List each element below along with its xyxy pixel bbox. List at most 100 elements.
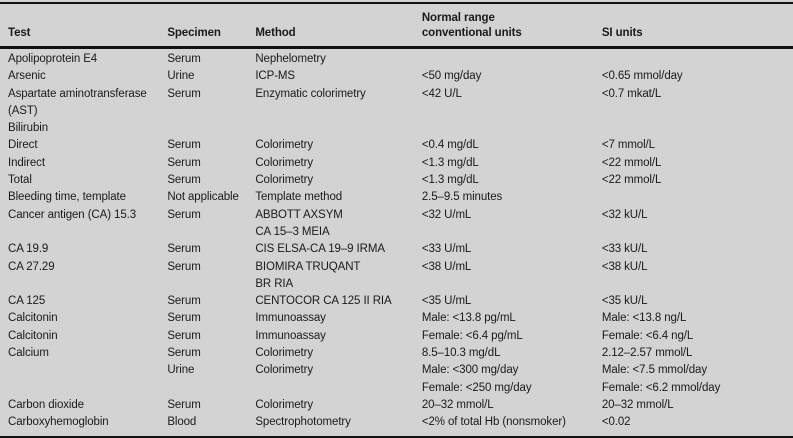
cell-conventional: <1.3 mg/dL [421, 156, 479, 169]
cell-method: BIOMIRA TRUQANT BR RIA [255, 260, 361, 290]
cell-specimen: Serum [167, 174, 201, 187]
cell-test: Cancer antigen (CA) 15.3 [8, 208, 137, 221]
column-header-method: Method [255, 3, 422, 49]
cell-si: <0.7 mkat/L [601, 87, 662, 100]
cell-test: Apolipoprotein E4 [8, 53, 98, 65]
cell-si: <0.02 [601, 416, 631, 429]
cell-si: <22 mmol/L [601, 156, 662, 169]
cell-test: Direct [8, 139, 38, 152]
cell-test: Calcitonin [8, 329, 58, 342]
cell-method: Colorimetry [255, 398, 314, 411]
cell-si: Male: <13.8 ng/L [601, 312, 687, 325]
cell-test: Bilirubin [8, 122, 49, 135]
cell-si [602, 120, 793, 137]
cell-method: Nephelometry [255, 53, 326, 65]
cell-specimen: Serum [167, 156, 201, 169]
table-row: Direct Serum Colorimetry <0.4 mg/dL <7 mmol/… [0, 137, 793, 154]
cell-specimen: Urine [167, 364, 195, 377]
cell-method: ICP-MS [255, 70, 295, 83]
cell-method: CIS ELSA-CA 19–9 IRMA [255, 243, 385, 256]
cell-conventional: <33 U/mL [421, 243, 472, 256]
cell-conventional: 8.5–10.3 mg/dL [421, 347, 501, 360]
cell-specimen: Serum [167, 295, 201, 308]
cell-method [255, 120, 422, 137]
cell-conventional: <32 U/mL [421, 208, 472, 221]
cell-conventional: <38 U/mL [421, 260, 472, 273]
cell-test: CA 27.29 [8, 260, 55, 273]
cell-conventional: 2.5–9.5 minutes [421, 191, 503, 204]
cell-conventional: <2% of total Hb (nonsmoker) [421, 416, 566, 429]
cell-conventional [422, 120, 602, 137]
cell-test: CA 125 [8, 295, 46, 308]
cell-specimen: Serum [167, 398, 201, 411]
cell-method: Spectrophotometry [255, 416, 351, 429]
table-row: Carbon dioxide Serum Colorimetry 20–32 mmol… [0, 397, 793, 414]
cell-specimen: Serum [167, 347, 201, 360]
cell-specimen: Serum [167, 208, 201, 221]
cell-conventional: 20–32 mmol/L [421, 398, 494, 411]
cell-test: Arsenic [8, 70, 46, 83]
cell-test: Calcium [8, 347, 49, 360]
cell-specimen: Serum [167, 139, 201, 152]
cell-specimen: Serum [167, 329, 201, 342]
cell-method: Colorimetry [255, 347, 314, 360]
cell-method: CENTOCOR CA 125 II RIA [255, 295, 392, 308]
cell-specimen: Serum [167, 87, 201, 100]
cell-method: Colorimetry [255, 174, 314, 187]
table-body: Apolipoprotein E4 Serum Nephelometry Arseni… [0, 48, 793, 437]
cell-si: <35 kU/L [601, 295, 648, 308]
cell-si: Female: <6.4 ng/L [601, 329, 694, 342]
cell-si: <7 mmol/L [601, 139, 655, 152]
cell-specimen: Serum [167, 260, 201, 273]
table-row: Bleeding time, template Not applicable Tem… [0, 189, 793, 206]
cell-si: <38 kU/L [601, 260, 648, 273]
table-row: Bilirubin [0, 120, 793, 137]
cell-si [602, 48, 793, 69]
cell-conventional: <1.3 mg/dL [421, 174, 479, 187]
table-row: Urine Colorimetry Male: <300 mg/day Female… [0, 362, 793, 397]
table-row: CA 27.29 Serum BIOMIRA TRUQANT BR RIA <38 U… [0, 259, 793, 294]
cell-method: Template method [255, 191, 343, 204]
cell-si: 20–32 mmol/L [601, 398, 674, 411]
cell-conventional: <50 mg/day [421, 70, 482, 83]
cell-method: Colorimetry [255, 139, 314, 152]
column-header-specimen: Specimen [167, 3, 256, 49]
cell-method: Immunoassay [255, 312, 326, 325]
cell-si: Male: <7.5 mmol/day Female: <6.2 mmol/da… [601, 364, 721, 394]
table-row: Indirect Serum Colorimetry <1.3 mg/dL <22 mm… [0, 155, 793, 172]
cell-specimen: Serum [167, 312, 201, 325]
table-row: Arsenic Urine ICP-MS <50 mg/day <0.65 mmol/d… [0, 68, 793, 85]
cell-si: <33 kU/L [601, 243, 648, 256]
table-row: Carboxyhemoglobin Blood Spectrophotometry <… [0, 414, 793, 436]
cell-si: <22 mmol/L [601, 174, 662, 187]
cell-specimen: Blood [167, 416, 197, 429]
cell-conventional [422, 48, 602, 69]
cell-test: Carbon dioxide [8, 398, 84, 411]
cell-test: Carboxyhemoglobin [8, 416, 109, 429]
cell-conventional: <35 U/mL [421, 295, 472, 308]
cell-specimen: Urine [167, 70, 195, 83]
cell-si: <32 kU/L [601, 208, 648, 221]
column-header-conventional: Normal range conventional units [421, 3, 602, 49]
cell-method: Immunoassay [255, 329, 326, 342]
cell-test: Total [8, 174, 32, 187]
cell-conventional: Male: <13.8 pg/mL [421, 312, 516, 325]
cell-test: CA 19.9 [8, 243, 49, 256]
cell-test: Aspartate aminotransferase (AST) [8, 87, 147, 117]
column-header-si: SI units [601, 3, 793, 49]
cell-specimen: Serum [167, 243, 201, 256]
cell-test: Calcitonin [8, 312, 58, 325]
cell-method: Enzymatic colorimetry [255, 87, 366, 100]
table-row: Calcium Serum Colorimetry 8.5–10.3 mg/dL 2.1… [0, 345, 793, 362]
cell-conventional: <42 U/L [421, 87, 462, 100]
cell-test [0, 362, 167, 397]
table-row: Total Serum Colorimetry <1.3 mg/dL <22 mmol/… [0, 172, 793, 189]
table-row: CA 125 Serum CENTOCOR CA 125 II RIA <35 U/m… [0, 293, 793, 310]
cell-test: Bleeding time, template [8, 191, 126, 204]
cell-test: Indirect [8, 156, 45, 169]
header-row: Test Specimen Method Normal range conventio… [0, 3, 793, 49]
cell-conventional: <0.4 mg/dL [421, 139, 479, 152]
cell-si [602, 189, 793, 206]
